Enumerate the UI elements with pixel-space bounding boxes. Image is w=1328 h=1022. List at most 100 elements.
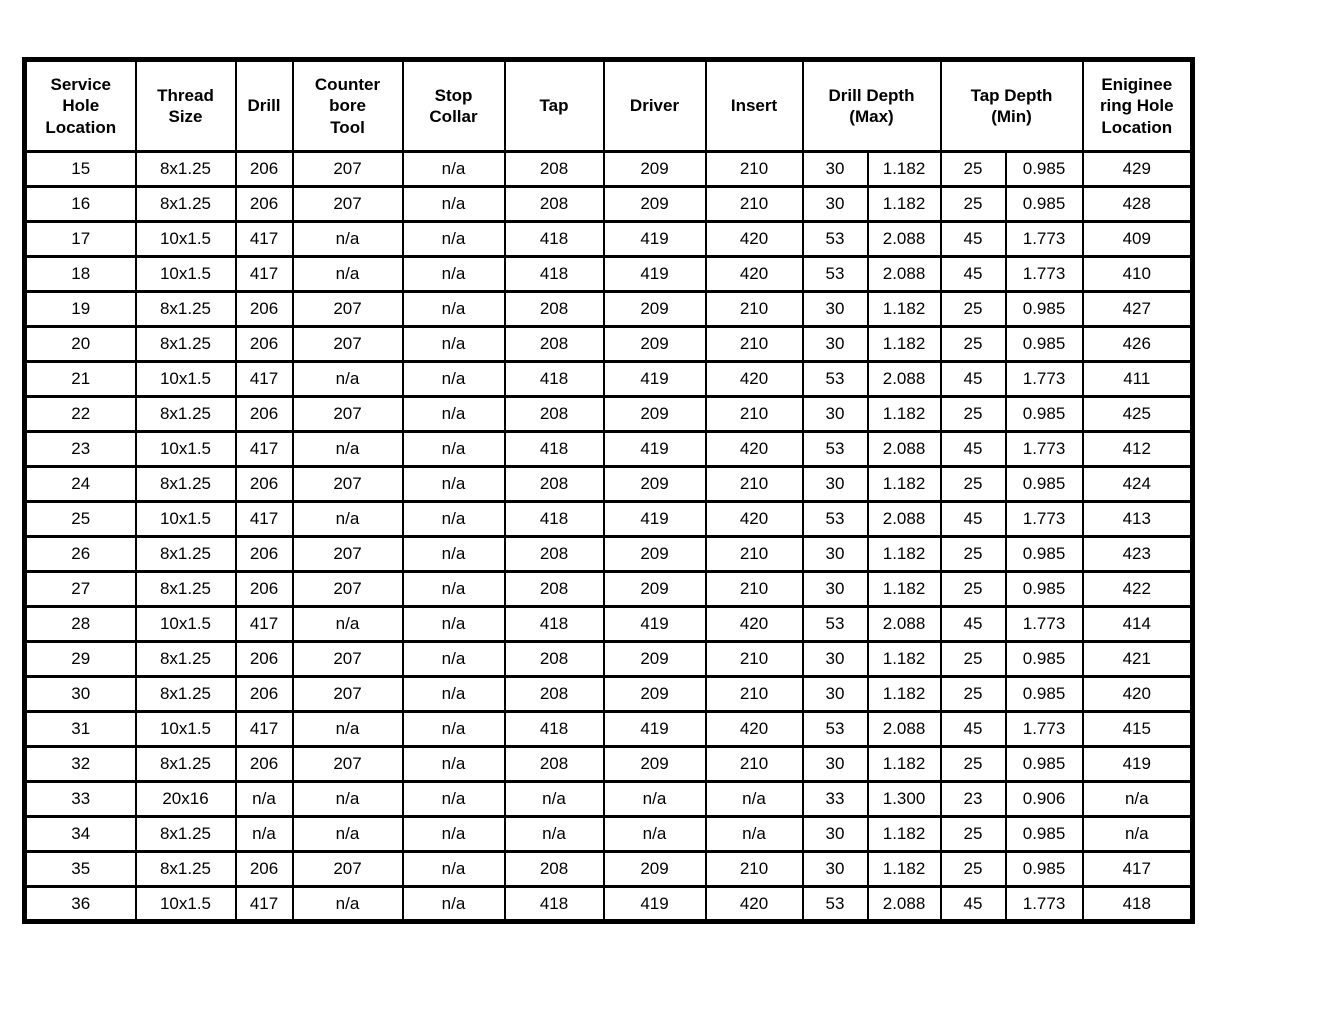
table-cell: 206 [234,150,294,188]
table-cell: 419 [602,220,707,258]
table-cell: n/a [401,640,506,678]
table-cell: 53 [801,885,869,923]
table-cell: 0.985 [1004,815,1084,853]
table-cell: 21 [23,360,137,398]
table-cell: n/a [401,780,506,818]
table-cell: n/a [401,150,506,188]
table-cell: n/a [704,815,804,853]
table-cell: 420 [704,220,804,258]
table-cell: 210 [704,570,804,608]
table-cell: 209 [602,675,707,713]
table-cell: n/a [291,605,404,643]
table-cell: 209 [602,850,707,888]
table-row: 25 10x1.5 417 n/a n/a 418 419 420 53 2.088 45 1.773… [23,500,1194,538]
table-cell: 208 [503,465,605,503]
table-cell: 2.088 [866,885,942,923]
table-cell: 418 [503,255,605,293]
table-cell: 423 [1081,535,1194,573]
table-cell: 0.985 [1004,745,1084,783]
table-cell: 26 [23,535,137,573]
table-cell: 8x1.25 [134,395,237,433]
table-cell: 35 [23,850,137,888]
table-row: 16 8x1.25 206 207 n/a 208 209 210 30 1.182 25 0.985… [23,185,1194,223]
table-cell: 30 [801,640,869,678]
table-row: 32 8x1.25 206 207 n/a 208 209 210 30 1.182 25 0.985… [23,745,1194,783]
table-cell: 10x1.5 [134,430,237,468]
table-cell: 30 [801,745,869,783]
table-cell: 25 [939,535,1007,573]
table-cell: n/a [401,255,506,293]
table-cell: 210 [704,465,804,503]
table-cell: 45 [939,360,1007,398]
table-cell: 10x1.5 [134,605,237,643]
table-cell: 27 [23,570,137,608]
table-row: 26 8x1.25 206 207 n/a 208 209 210 30 1.182 25 0.985… [23,535,1194,573]
table-cell: 417 [234,605,294,643]
table-cell: 207 [291,640,404,678]
table-cell: 419 [602,360,707,398]
table-cell: 208 [503,150,605,188]
table-cell: 25 [23,500,137,538]
table-cell: 1.182 [866,150,942,188]
table-cell: 1.773 [1004,710,1084,748]
table-cell: 208 [503,850,605,888]
table-cell: 45 [939,220,1007,258]
table-cell: 206 [234,570,294,608]
table-cell: 45 [939,500,1007,538]
table-row: 28 10x1.5 417 n/a n/a 418 419 420 53 2.088 45 1.773… [23,605,1194,643]
header-drill-depth-max: Drill Depth (Max) [801,58,942,153]
table-cell: 209 [602,465,707,503]
table-cell: 1.773 [1004,605,1084,643]
table-cell: 1.773 [1004,255,1084,293]
table-row: 29 8x1.25 206 207 n/a 208 209 210 30 1.182 25 0.985… [23,640,1194,678]
table-cell: 417 [234,500,294,538]
table-body: 15 8x1.25 206 207 n/a 208 209 210 30 1.182 25 0.985… [23,150,1194,923]
table-cell: n/a [704,780,804,818]
table-cell: 10x1.5 [134,220,237,258]
table-cell: 30 [801,395,869,433]
table-cell: 53 [801,255,869,293]
table-cell: 420 [704,500,804,538]
table-cell: 1.182 [866,325,942,363]
table-cell: 419 [602,605,707,643]
table-cell: 2.088 [866,360,942,398]
table-cell: 30 [801,535,869,573]
table-cell: 1.773 [1004,885,1084,923]
table-cell: 30 [801,185,869,223]
table-cell: 19 [23,290,137,328]
table-cell: 33 [23,780,137,818]
table-cell: 420 [704,885,804,923]
table-row: 27 8x1.25 206 207 n/a 208 209 210 30 1.182 25 0.985… [23,570,1194,608]
table-cell: 0.906 [1004,780,1084,818]
table-cell: n/a [291,430,404,468]
table-cell: 36 [23,885,137,923]
table-cell: 25 [939,185,1007,223]
table-cell: 29 [23,640,137,678]
table-cell: 45 [939,255,1007,293]
table-cell: n/a [401,325,506,363]
table-row: 18 10x1.5 417 n/a n/a 418 419 420 53 2.088 45 1.773… [23,255,1194,293]
table-cell: 420 [704,430,804,468]
table-cell: 210 [704,185,804,223]
table-cell: 418 [503,430,605,468]
table-cell: 208 [503,325,605,363]
table-cell: 25 [939,290,1007,328]
table-cell: 25 [939,150,1007,188]
table-cell: 8x1.25 [134,465,237,503]
table-cell: n/a [291,780,404,818]
table-cell: n/a [234,815,294,853]
table-cell: 206 [234,640,294,678]
table-cell: 45 [939,885,1007,923]
table-cell: n/a [401,885,506,923]
table-cell: 420 [704,605,804,643]
table-cell: n/a [503,780,605,818]
table-cell: n/a [401,290,506,328]
table-cell: 208 [503,640,605,678]
table-cell: 53 [801,360,869,398]
table-cell: 8x1.25 [134,745,237,783]
table-header: Service Hole Location Thread Size Drill … [23,58,1194,153]
table-cell: 1.182 [866,570,942,608]
table-cell: 418 [503,220,605,258]
table-cell: 25 [939,465,1007,503]
